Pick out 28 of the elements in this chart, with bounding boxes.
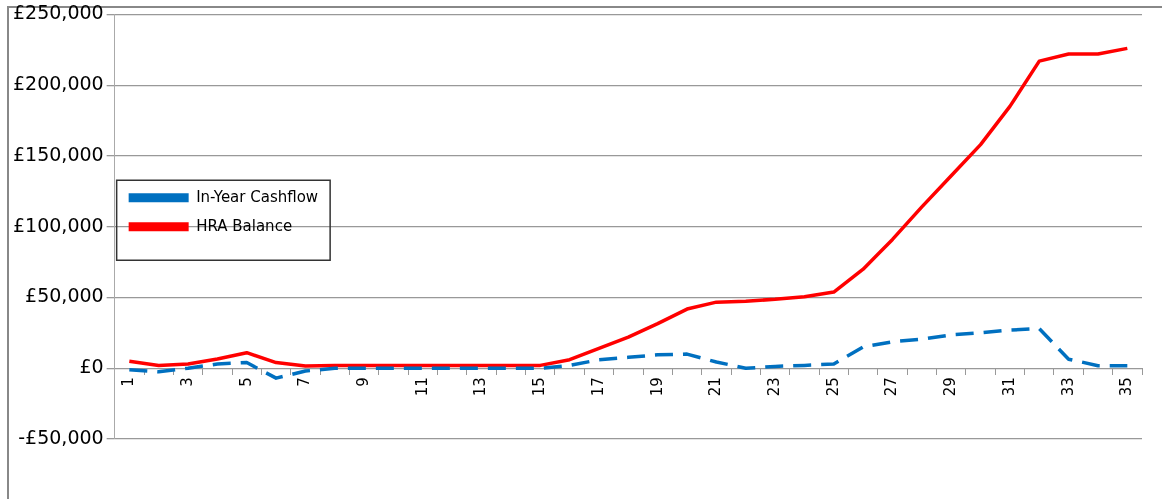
y-tick-label: £100,000 bbox=[12, 213, 104, 236]
x-tick-label: 21 bbox=[706, 377, 725, 397]
y-tick-label: £150,000 bbox=[12, 142, 104, 165]
x-tick-label: 27 bbox=[882, 377, 901, 397]
x-tick-label: 9 bbox=[354, 377, 373, 387]
x-tick-label: 3 bbox=[177, 377, 196, 387]
y-tick-label: £200,000 bbox=[12, 72, 104, 95]
x-tick-label: 29 bbox=[941, 377, 960, 397]
x-tick-label: 11 bbox=[412, 377, 431, 397]
x-tick-label: 17 bbox=[588, 377, 607, 397]
x-tick-label: 19 bbox=[647, 377, 666, 397]
x-tick-label: 31 bbox=[999, 377, 1018, 397]
x-tick-label: 15 bbox=[530, 377, 549, 397]
x-tick-label: 13 bbox=[471, 377, 490, 397]
y-tick-label: £0 bbox=[79, 355, 104, 378]
x-tick-label: 35 bbox=[1117, 377, 1136, 397]
x-tick-label: 7 bbox=[295, 377, 314, 387]
line-series bbox=[127, 326, 1130, 380]
y-tick-label: -£50,000 bbox=[18, 425, 104, 448]
x-tick-label: 25 bbox=[823, 377, 842, 397]
y-tick-label: £50,000 bbox=[25, 284, 104, 307]
legend-label: HRA Balance bbox=[196, 216, 293, 235]
x-tick-label: 1 bbox=[119, 377, 138, 387]
y-tick-label: £250,000 bbox=[12, 1, 104, 24]
x-tick-label: 33 bbox=[1058, 377, 1077, 397]
x-tick-label: 23 bbox=[764, 377, 783, 397]
legend-label: In-Year Cashflow bbox=[196, 187, 319, 206]
x-tick-label: 5 bbox=[236, 377, 255, 387]
